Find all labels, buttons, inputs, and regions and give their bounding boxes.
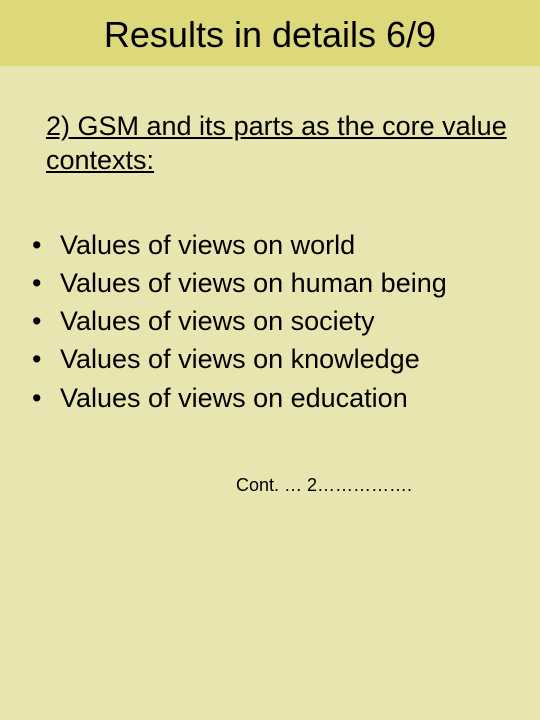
bullet-icon: • [28, 264, 60, 302]
list-item: • Values of views on education [28, 379, 540, 417]
list-item: • Values of views on world [28, 226, 540, 264]
bullet-text: Values of views on education [60, 379, 540, 417]
bullet-text: Values of views on human being [60, 264, 540, 302]
continuation-note: Cont. … 2……………. [236, 475, 540, 496]
list-item: • Values of views on society [28, 302, 540, 340]
bullet-icon: • [28, 302, 60, 340]
bullet-icon: • [28, 340, 60, 378]
bullet-text: Values of views on society [60, 302, 540, 340]
slide-title: Results in details 6/9 [0, 14, 540, 56]
title-bar: Results in details 6/9 [0, 0, 540, 66]
bullet-text: Values of views on world [60, 226, 540, 264]
bullet-icon: • [28, 379, 60, 417]
list-item: • Values of views on human being [28, 264, 540, 302]
bullet-icon: • [28, 226, 60, 264]
slide-subtitle: 2) GSM and its parts as the core value c… [46, 110, 512, 178]
bullet-list: • Values of views on world • Values of v… [28, 226, 540, 418]
list-item: • Values of views on knowledge [28, 340, 540, 378]
bullet-text: Values of views on knowledge [60, 340, 540, 378]
